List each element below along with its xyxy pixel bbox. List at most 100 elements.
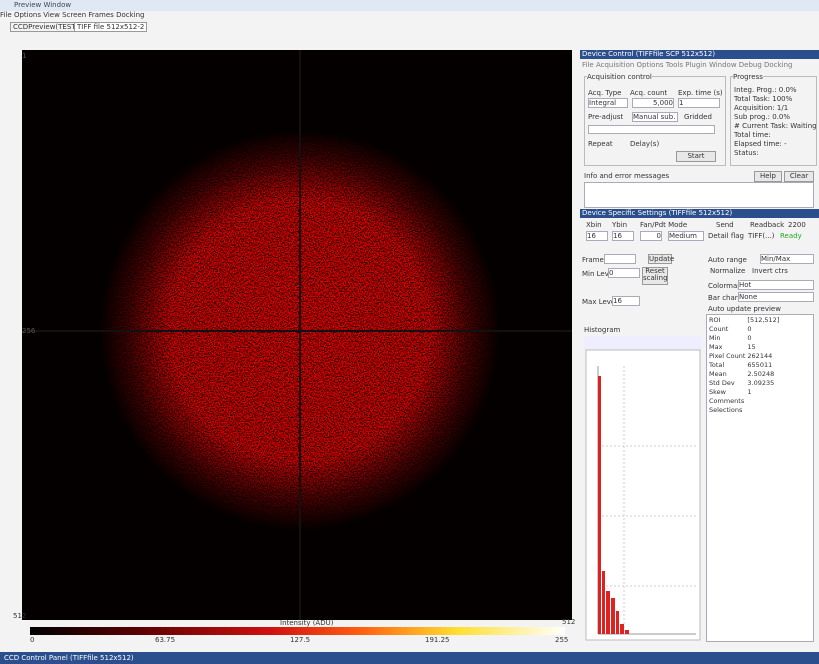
checkbox[interactable]: Histogram xyxy=(584,326,620,334)
label: Exp. time (s) xyxy=(678,89,723,97)
checkbox[interactable]: Detail flag xyxy=(708,232,744,240)
menu-item[interactable]: Screen xyxy=(62,11,86,19)
menu-item[interactable]: Options xyxy=(637,61,664,69)
axis-label: 1 xyxy=(22,52,26,60)
colorbar-label: 191.25 xyxy=(425,636,450,644)
progress-line: Total Task: 100% xyxy=(734,95,817,104)
stat-label: Mean xyxy=(708,370,746,379)
progress-line: Sub prog.: 0.0% xyxy=(734,113,817,122)
panel-title: Device Specific Settings (TIFFfile 512x5… xyxy=(580,209,732,217)
value: TIFF(...) xyxy=(748,232,775,240)
colorbar-label: 127.5 xyxy=(290,636,310,644)
stat-value xyxy=(746,406,780,415)
stat-value: 15 xyxy=(746,343,780,352)
label: Frame xyxy=(582,256,604,264)
stat-label: Selections xyxy=(708,406,746,415)
label: Bar chart xyxy=(708,294,740,302)
label: Acq. Type xyxy=(588,89,622,97)
label: Info and error messages xyxy=(584,172,669,180)
checkbox[interactable]: Send xyxy=(716,221,734,229)
progress-bar xyxy=(588,125,715,134)
colorbar-label: 63.75 xyxy=(155,636,175,644)
checkbox[interactable]: Gridded xyxy=(684,113,712,121)
panel-title: Device Control (TIFFfile SCP 512x512) xyxy=(580,50,715,58)
clear-button[interactable]: Clear xyxy=(784,171,814,182)
window-title: Preview Window xyxy=(14,1,71,9)
menu-item[interactable]: Frames xyxy=(88,11,113,19)
menu-bar: File Acquisition Options Tools Plugin Wi… xyxy=(582,61,792,69)
help-button[interactable]: Help xyxy=(754,171,782,182)
progress-line: Elapsed time: - xyxy=(734,140,817,149)
value: 2200 xyxy=(788,221,806,229)
input[interactable]: 0 xyxy=(640,231,662,241)
label: Invert ctrs xyxy=(752,267,788,275)
label: Acq. count xyxy=(630,89,667,97)
label: Xbin xyxy=(586,221,602,229)
stat-value xyxy=(746,397,780,406)
image-view xyxy=(22,50,572,620)
stat-label: Comments xyxy=(708,397,746,406)
status: Ready xyxy=(780,232,802,240)
input[interactable]: 16 xyxy=(586,231,608,241)
app-window: Preview Window File Options View Screen … xyxy=(0,0,819,664)
dropdown[interactable]: None xyxy=(738,292,814,302)
stat-value: 1 xyxy=(746,388,780,397)
colorbar-label: 0 xyxy=(30,636,34,644)
tab[interactable]: TIFF file 512x512-2 xyxy=(74,22,147,32)
dropdown[interactable]: Medium xyxy=(668,231,704,241)
stat-label: Std Dev xyxy=(708,379,746,388)
menu-item[interactable]: File xyxy=(582,61,594,69)
update-button[interactable]: Update xyxy=(648,254,672,264)
menu-item[interactable]: Plugin xyxy=(685,61,706,69)
status-bar: CCD Control Panel (TIFFfile 512x512) xyxy=(0,652,819,664)
menu-item[interactable]: File xyxy=(0,11,12,19)
reset-button[interactable]: Reset scaling xyxy=(642,267,668,285)
progress-line: # Current Task: Waiting xyxy=(734,122,817,131)
tab[interactable]: CCDPreview(TEST) xyxy=(10,22,81,32)
menu-item[interactable]: Window xyxy=(709,61,737,69)
checkbox[interactable]: Auto update preview xyxy=(708,305,781,313)
axis-label: 256 xyxy=(22,327,35,335)
progress-line: Status: xyxy=(734,149,817,158)
menu-item[interactable]: Debug xyxy=(739,61,762,69)
checkbox[interactable]: Repeat xyxy=(588,140,613,148)
spinbox[interactable]: 5,000 xyxy=(632,98,674,108)
label: Delay(s) xyxy=(630,140,659,148)
group-title: Progress xyxy=(733,73,763,81)
menu-item[interactable]: Docking xyxy=(764,61,792,69)
checkbox[interactable]: Pre-adjust xyxy=(588,113,623,121)
stat-value: 0 xyxy=(746,334,780,343)
stat-label: Min xyxy=(708,334,746,343)
spinbox[interactable] xyxy=(604,254,636,264)
menu-item[interactable]: View xyxy=(43,11,60,19)
dropdown[interactable]: Integral xyxy=(588,98,628,108)
label: Fan/Pdt Mode xyxy=(640,221,687,229)
input[interactable]: 1 xyxy=(678,98,720,108)
stat-value: 0 xyxy=(746,325,780,334)
stat-value: [512,512] xyxy=(746,316,780,325)
progress-line: Integ. Prog.: 0.0% xyxy=(734,86,817,95)
progress-line: Total time: xyxy=(734,131,817,140)
label: Ybin xyxy=(612,221,627,229)
menu-item[interactable]: Docking xyxy=(116,11,144,19)
menu-item[interactable]: Acquisition xyxy=(596,61,634,69)
input[interactable]: 0 xyxy=(608,268,640,278)
panel-header: Device Specific Settings (TIFFfile 512x5… xyxy=(580,209,819,218)
menu-item[interactable]: Options xyxy=(14,11,41,19)
menu-item[interactable]: Tools xyxy=(666,61,683,69)
group-title: Acquisition control xyxy=(587,73,652,81)
status-text: CCD Control Panel (TIFFfile 512x512) xyxy=(0,654,134,662)
input[interactable]: 16 xyxy=(612,231,634,241)
checkbox[interactable]: Normalize xyxy=(710,267,745,275)
menu-bar: File Options View Screen Frames Docking xyxy=(0,11,144,19)
dropdown[interactable]: Hot xyxy=(738,280,814,290)
checkbox[interactable]: Auto range xyxy=(708,256,747,264)
dropdown[interactable]: Manual sub. xyxy=(632,112,678,122)
label: Colormap xyxy=(708,282,742,290)
stat-label: ROI xyxy=(708,316,746,325)
input[interactable]: 16 xyxy=(612,296,640,306)
stat-value: 262144 xyxy=(746,352,780,361)
start-button[interactable]: Start xyxy=(676,151,716,162)
dropdown[interactable]: Min/Max xyxy=(760,254,814,264)
